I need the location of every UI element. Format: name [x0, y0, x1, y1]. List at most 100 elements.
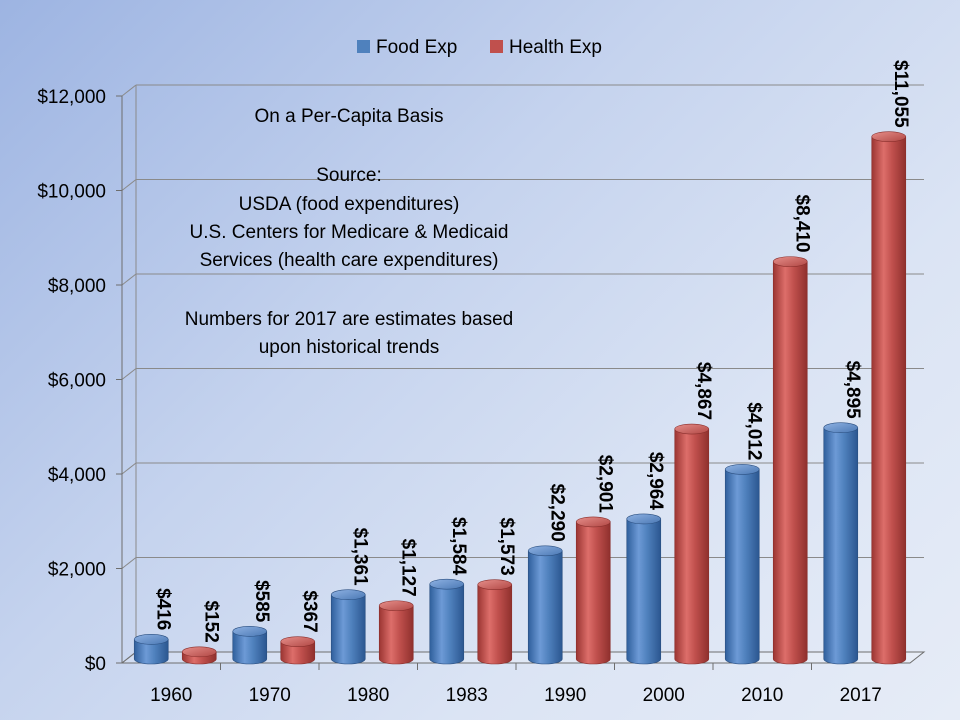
gridline-depth: [121, 179, 137, 191]
bar-top-health: [477, 579, 513, 590]
data-label-health: $2,901: [594, 455, 615, 514]
bars: [133, 131, 907, 665]
bar-food-1970: [232, 626, 268, 665]
x-tick-label: 1960: [150, 685, 192, 706]
bar-food-2010: [724, 464, 760, 665]
data-label-food: $2,290: [546, 484, 567, 542]
bar-body-health: [280, 641, 316, 665]
bar-top-health: [575, 516, 611, 528]
bar-top-health: [181, 646, 217, 658]
bar-top-health: [772, 256, 808, 267]
legend-label-food: Food Exp: [376, 37, 457, 58]
data-labels: $416 $585 $1,361 $1,584 $2,290 $2,964 $4,012 $4…: [152, 60, 911, 643]
legend-swatch-food: [357, 40, 370, 53]
annotation-line: USDA (food expenditures): [239, 194, 460, 215]
x-tick-label: 2000: [643, 685, 685, 706]
data-label-health: $367: [299, 590, 320, 632]
legend: Food Exp Health Exp: [357, 37, 602, 58]
y-tick-label: $10,000: [37, 182, 106, 203]
data-label-food: $4,895: [842, 361, 863, 420]
bar-body-food: [724, 469, 760, 665]
bar-body-food: [330, 594, 366, 665]
bar-body-health: [772, 261, 808, 665]
bar-health-1960: [181, 646, 217, 665]
bar-top-health: [378, 600, 414, 612]
bar-top-food: [626, 513, 662, 525]
bar-health-2000: [674, 423, 710, 665]
bar-top-food: [133, 634, 169, 645]
bar-top-health: [280, 636, 316, 647]
bar-health-1983: [477, 579, 513, 665]
x-tick-label: 1970: [249, 685, 291, 706]
bar-body-food: [527, 550, 563, 665]
x-tick-label: 2017: [840, 685, 882, 706]
data-label-food: $416: [152, 588, 173, 630]
data-label-health: $11,055: [890, 60, 911, 128]
data-label-food: $2,964: [645, 452, 666, 511]
annotation-line: Source:: [316, 165, 381, 186]
x-tick-label: 1990: [544, 685, 586, 706]
bar-health-1990: [575, 516, 611, 665]
bar-body-health: [575, 521, 611, 665]
bar-top-food: [330, 589, 366, 600]
y-tick-label: $12,000: [37, 87, 106, 108]
bar-health-2010: [772, 256, 808, 665]
gridline-depth: [121, 84, 137, 97]
annotation-line: Services (health care expenditures): [200, 250, 499, 271]
gridline-depth: [121, 557, 137, 569]
data-label-food: $4,012: [743, 402, 764, 460]
data-label-food: $1,361: [349, 528, 370, 587]
bar-body-health: [378, 605, 414, 665]
x-tick-label: 2010: [741, 685, 783, 706]
bar-food-2017: [823, 422, 859, 665]
annotation-line: On a Per-Capita Basis: [254, 106, 443, 127]
data-label-food: $585: [251, 580, 272, 623]
bar-body-food: [429, 583, 465, 665]
y-tick-label: $2,000: [48, 560, 106, 581]
y-tick-label: $4,000: [48, 465, 106, 486]
bar-health-1970: [280, 636, 316, 665]
bar-top-health: [674, 423, 710, 435]
data-label-health: $1,573: [496, 518, 517, 576]
annotation-line: Numbers for 2017 are estimates based: [185, 309, 513, 330]
bar-body-health: [674, 428, 710, 665]
bar-top-food: [823, 422, 859, 434]
gridlines: [121, 84, 924, 664]
bar-health-1980: [378, 600, 414, 665]
data-label-health: $8,410: [791, 195, 812, 253]
bar-body-food: [823, 427, 859, 665]
bar-food-1990: [527, 545, 563, 665]
chart-annotation: On a Per-Capita Basis Source: USDA (food…: [185, 106, 513, 358]
data-label-health: $1,127: [397, 539, 418, 597]
bar-top-food: [527, 545, 563, 557]
gridline-depth: [121, 273, 137, 286]
bar-body-health: [871, 136, 907, 665]
bar-food-1983: [429, 578, 465, 665]
annotation-line: U.S. Centers for Medicare & Medicaid: [190, 222, 509, 243]
legend-label-health: Health Exp: [509, 37, 602, 58]
axes: $0 $2,000 $4,000 $6,000 $8,000 $10,000 $12,000…: [37, 85, 926, 706]
bar-body-food: [232, 631, 268, 665]
bar-food-1980: [330, 589, 366, 665]
y-tick-label: $6,000: [48, 371, 106, 392]
gridline-depth: [121, 368, 137, 380]
gridline-depth: [121, 462, 137, 475]
data-label-health: $152: [200, 601, 221, 643]
bar-health-2017: [871, 131, 907, 665]
bar-top-food: [429, 578, 465, 590]
data-label-health: $4,867: [693, 362, 714, 420]
x-tick-label: 1983: [446, 685, 488, 706]
bar-top-health: [871, 131, 907, 142]
y-tick-label: $8,000: [48, 276, 106, 297]
bar-food-1960: [133, 634, 169, 665]
annotation-line: upon historical trends: [259, 337, 440, 358]
bar-top-food: [232, 626, 268, 637]
legend-swatch-health: [490, 40, 503, 53]
bar-body-food: [626, 518, 662, 665]
bar-food-2000: [626, 513, 662, 665]
data-label-food: $1,584: [448, 517, 469, 576]
bar-body-food: [133, 639, 169, 665]
x-tick-label: 1980: [347, 685, 389, 706]
y-tick-label: $0: [85, 654, 106, 675]
